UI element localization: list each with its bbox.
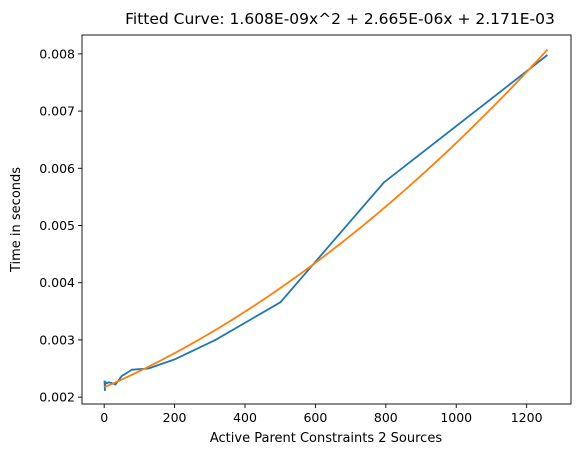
y-tick-label: 0.007 <box>39 104 75 119</box>
fitted-curve-line <box>104 48 549 389</box>
x-tick-label: 800 <box>374 410 398 425</box>
x-tick-label: 1200 <box>511 410 543 425</box>
y-tick-label: 0.006 <box>39 161 75 176</box>
y-axis: 0.002 0.003 0.004 0.005 0.006 0.007 0.008 <box>39 46 82 405</box>
y-tick-label: 0.004 <box>39 275 75 290</box>
x-tick-label: 1000 <box>440 410 472 425</box>
plot-area <box>82 35 571 404</box>
x-tick-label: 200 <box>163 410 187 425</box>
y-tick-label: 0.008 <box>39 46 75 61</box>
series-layer <box>103 48 549 392</box>
plot-frame <box>81 34 572 405</box>
x-axis-title: Active Parent Constraints 2 Sources <box>210 431 442 446</box>
x-tick-label: 600 <box>303 410 327 425</box>
y-tick-label: 0.002 <box>39 390 75 405</box>
x-tick-label: 0 <box>100 410 108 425</box>
x-axis: 0 200 400 600 800 1000 1200 <box>100 404 543 425</box>
y-axis-title: Time in seconds <box>9 167 24 273</box>
chart-title: Fitted Curve: 1.608E-09x^2 + 2.665E-06x … <box>125 10 555 28</box>
y-tick-label: 0.003 <box>39 332 75 347</box>
x-tick-label: 400 <box>233 410 257 425</box>
y-tick-label: 0.005 <box>39 218 75 233</box>
